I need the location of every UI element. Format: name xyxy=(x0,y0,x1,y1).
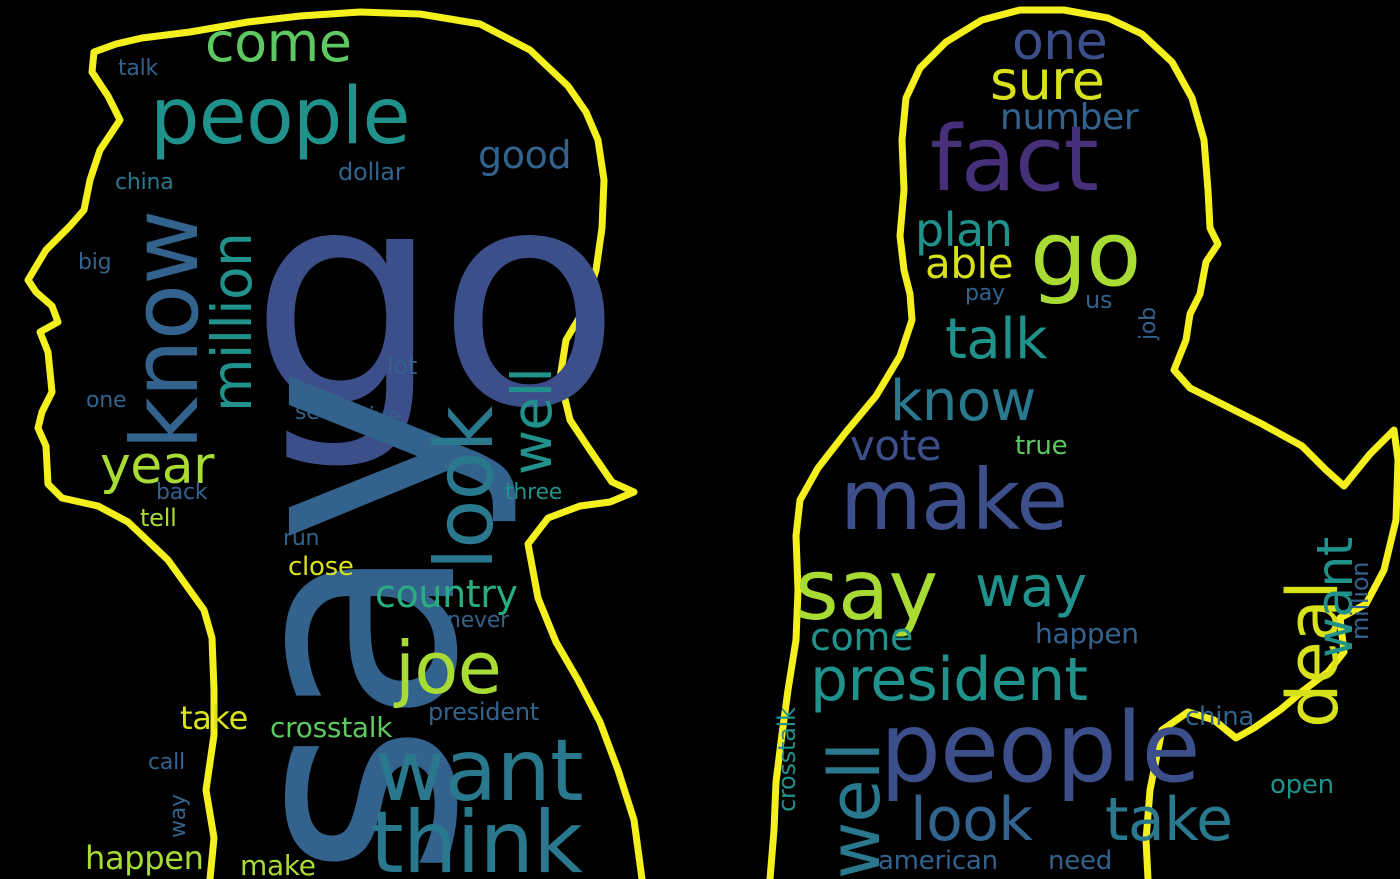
right-cloud-word: look xyxy=(910,785,1033,855)
left-cloud-word: want xyxy=(375,721,584,821)
right-cloud-word: million xyxy=(1346,561,1374,640)
left-cloud-word: give xyxy=(355,404,401,429)
right-cloud-word: take xyxy=(1105,785,1233,855)
left-cloud-word: back xyxy=(156,480,208,505)
right-cloud-word: one xyxy=(1012,12,1108,72)
left-cloud-word: three xyxy=(505,480,563,505)
right-cloud-word: china xyxy=(1185,702,1255,732)
left-cloud-word: dollar xyxy=(338,158,405,186)
left-cloud-word: take xyxy=(180,699,248,737)
right-cloud-word: sure xyxy=(990,49,1105,112)
left-cloud-word: talk xyxy=(118,56,159,81)
left-cloud-word: well xyxy=(500,367,564,475)
left-cloud-word: come xyxy=(205,11,352,74)
left-cloud-word: know xyxy=(112,210,219,450)
left-cloud-word: president xyxy=(428,698,539,726)
left-silhouette-outline xyxy=(24,8,646,879)
left-cloud-word: crosstalk xyxy=(270,711,393,744)
right-cloud-word: plan xyxy=(915,203,1013,257)
right-cloud-word: happen xyxy=(1035,617,1139,650)
right-cloud-word: come xyxy=(810,615,914,659)
right-cloud-word: true xyxy=(1015,431,1068,461)
left-cloud-word: way xyxy=(166,794,191,838)
left-cloud-word: make xyxy=(240,849,316,879)
right-cloud-word: fact xyxy=(930,107,1099,212)
left-cloud-word: china xyxy=(115,170,174,195)
right-cloud-word: make xyxy=(840,451,1068,549)
left-cloud-word: one xyxy=(86,388,127,413)
left-cloud-word: country xyxy=(375,572,518,616)
right-cloud-word: way xyxy=(975,555,1087,620)
left-cloud-word: go xyxy=(250,125,621,474)
right-cloud-word: open xyxy=(1270,770,1334,800)
right-cloud-word: number xyxy=(1000,97,1139,138)
left-cloud-word: happen xyxy=(85,839,204,877)
left-cloud-word: run xyxy=(283,526,320,551)
right-cloud-word: job xyxy=(1136,307,1161,340)
right-cloud-word: need xyxy=(1048,846,1112,876)
left-cloud-word: good xyxy=(478,133,572,177)
right-cloud-word: american xyxy=(878,846,998,876)
left-cloud-word: never xyxy=(447,608,509,633)
right-cloud-word: vote xyxy=(850,421,942,470)
left-cloud-word: people xyxy=(150,72,410,162)
right-cloud-word: go xyxy=(1030,202,1141,307)
left-cloud-word: joe xyxy=(395,626,502,710)
left-cloud-word: call xyxy=(148,750,185,775)
right-silhouette-outline xyxy=(766,6,1400,879)
right-cloud-word: people xyxy=(880,692,1201,804)
left-cloud-word: see xyxy=(295,400,333,425)
left-cloud-word: lot xyxy=(387,352,418,380)
right-cloud-word: crosstalk xyxy=(773,707,801,812)
left-cloud-word: million xyxy=(200,232,264,412)
right-cloud-word: pay xyxy=(965,281,1005,306)
right-cloud-word: president xyxy=(810,645,1088,715)
left-cloud-word: year xyxy=(100,436,214,496)
left-cloud-word: tell xyxy=(140,504,177,532)
right-cloud-word: us xyxy=(1085,286,1113,314)
right-cloud-word: know xyxy=(890,369,1036,434)
right-cloud-word: able xyxy=(925,239,1014,288)
right-cloud-word: say xyxy=(795,541,938,639)
left-cloud-word: big xyxy=(78,250,112,275)
left-cloud-word: look xyxy=(418,406,511,570)
right-cloud-word: talk xyxy=(945,307,1048,372)
left-cloud-word: think xyxy=(370,793,583,879)
left-cloud-word: close xyxy=(288,552,354,582)
